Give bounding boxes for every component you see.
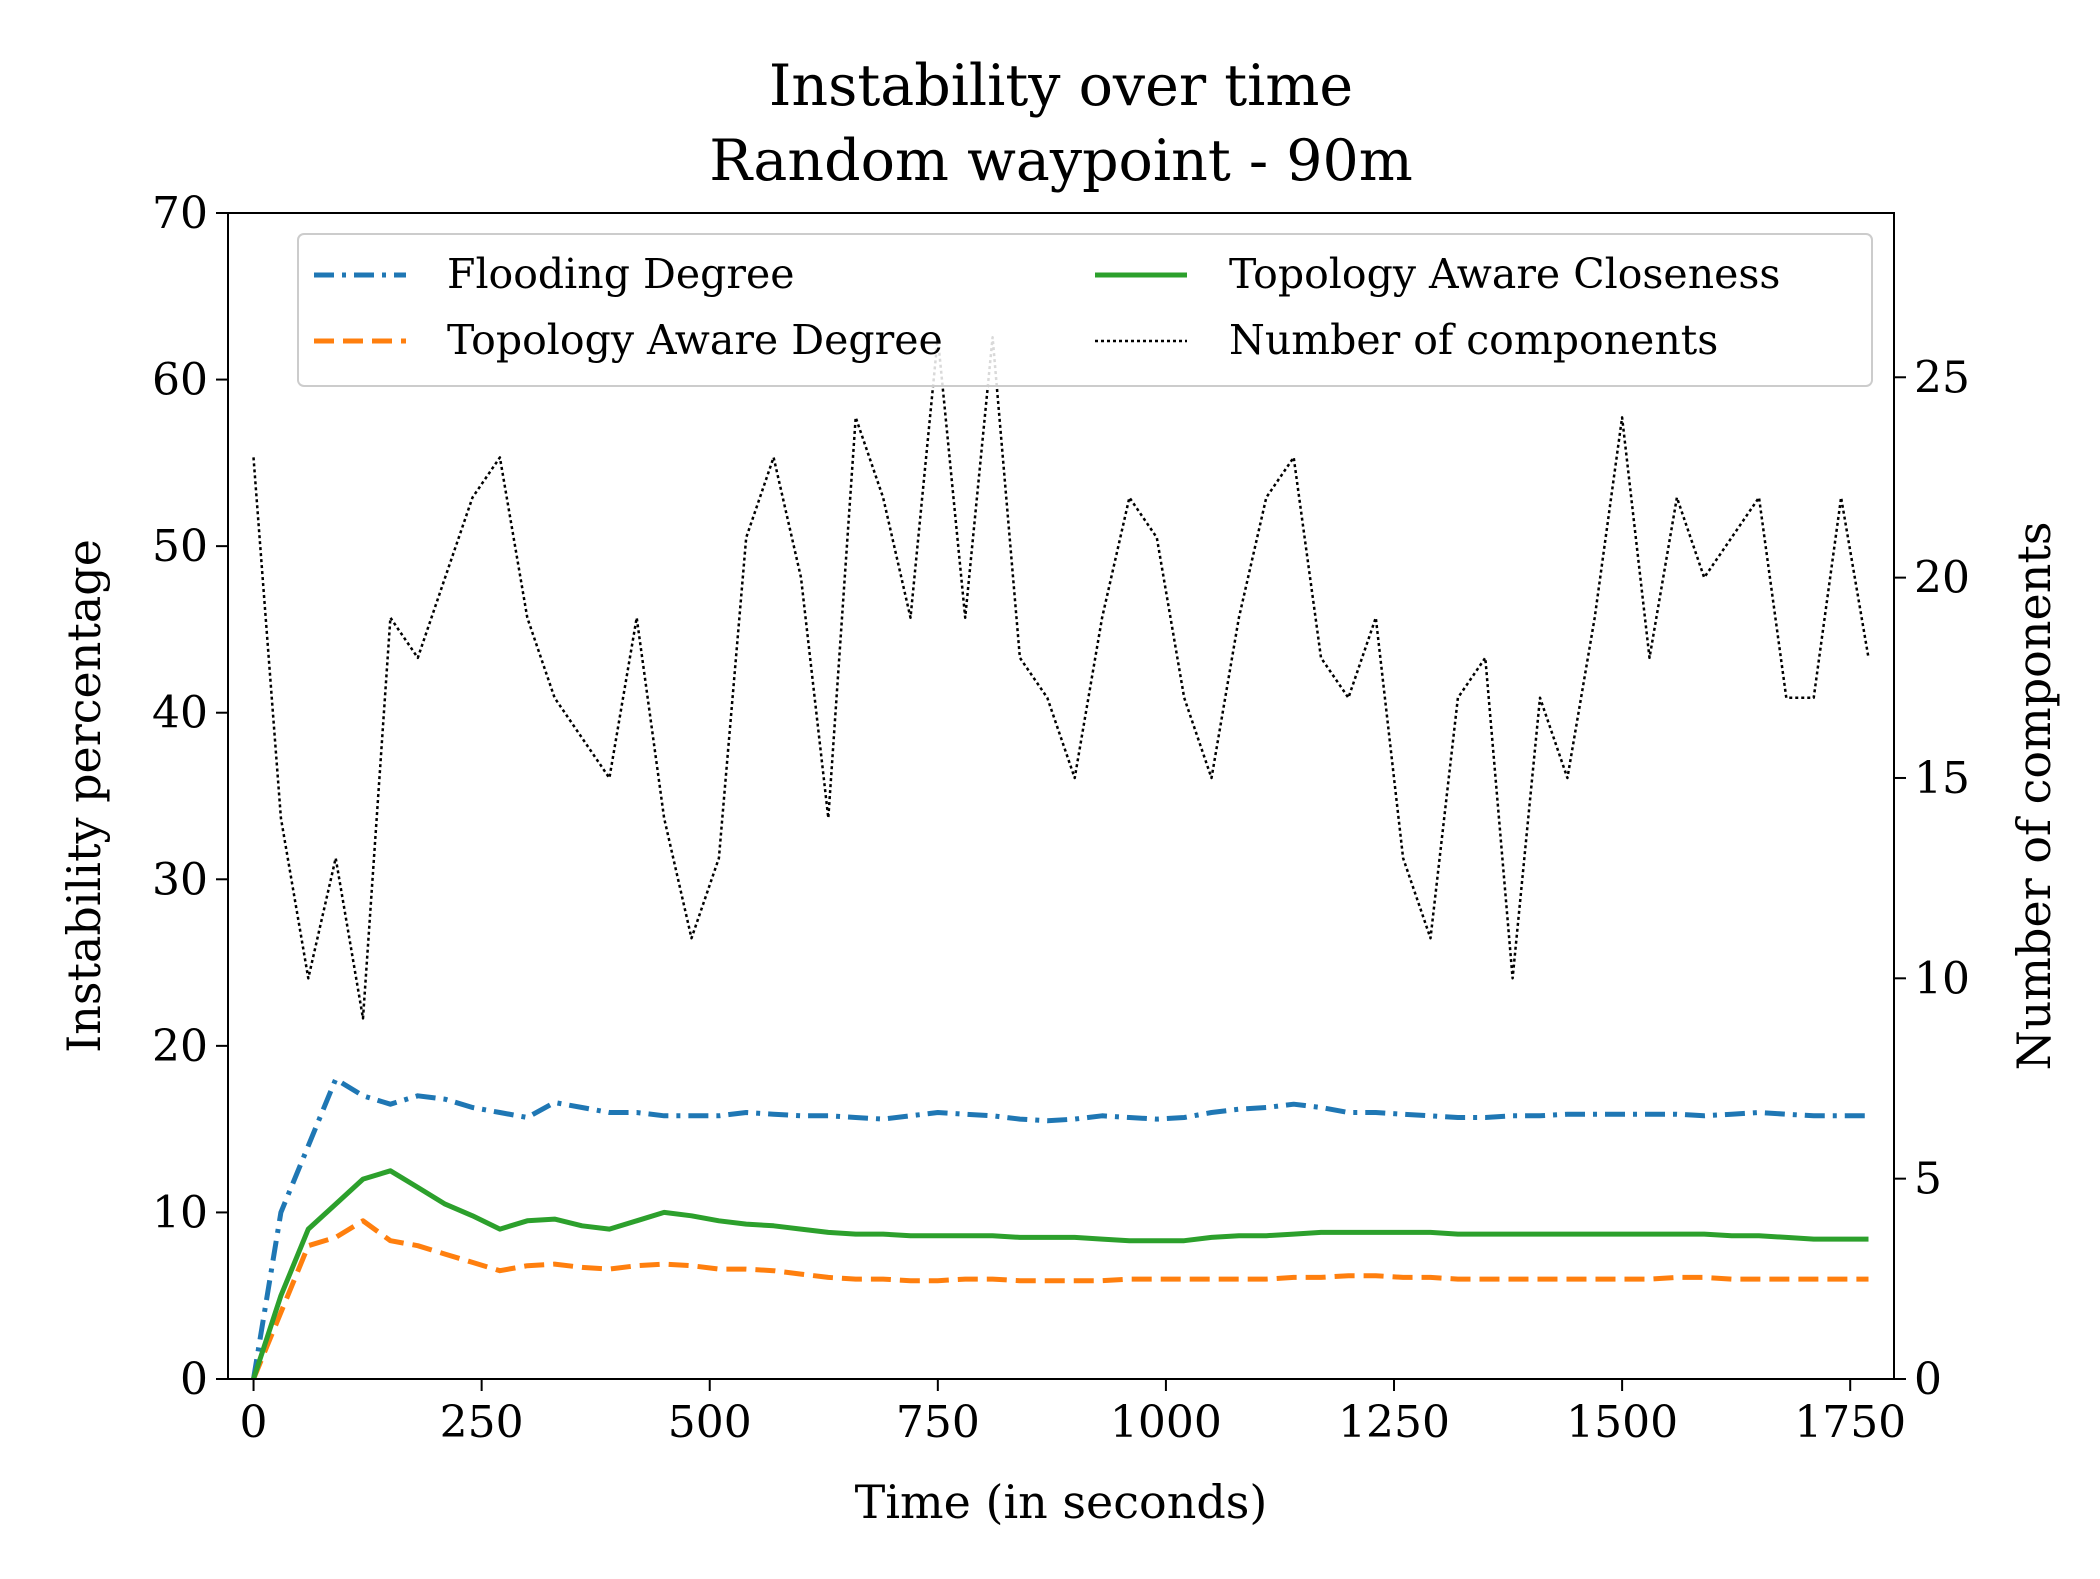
y-tick-label: 10 [152, 1187, 208, 1238]
x-tick-label: 750 [896, 1397, 980, 1448]
y-tick-label: 50 [152, 521, 208, 572]
legend-label: Topology Aware Degree [447, 316, 943, 364]
y2-tick-label: 0 [1914, 1354, 1942, 1405]
legend-label: Number of components [1229, 316, 1718, 364]
y-tick-label: 60 [152, 355, 208, 406]
x-tick-label: 0 [240, 1397, 268, 1448]
y-axis-label: Instability percentage [57, 539, 111, 1053]
series-line [252, 335, 1870, 1020]
series-line [251, 1076, 1869, 1380]
x-tick-label: 1500 [1566, 1397, 1678, 1448]
x-tick-label: 1250 [1338, 1397, 1450, 1448]
series-line [251, 1218, 1869, 1380]
y-tick-label: 20 [152, 1021, 208, 1072]
x-tick-label: 500 [668, 1397, 752, 1448]
y2-tick-label: 5 [1914, 1154, 1942, 1205]
y2-tick-label: 25 [1914, 352, 1970, 403]
y-tick-label: 70 [152, 188, 208, 239]
y2-tick-label: 15 [1914, 753, 1970, 804]
y-tick-label: 0 [180, 1354, 208, 1405]
x-tick-label: 1750 [1794, 1397, 1906, 1448]
series-line [251, 1168, 1869, 1380]
y-tick-label: 30 [152, 854, 208, 905]
chart-title: Instability over time [769, 53, 1353, 119]
y2-tick-label: 20 [1914, 553, 1970, 604]
y-tick-label: 40 [152, 688, 208, 739]
y2-axis-label: Number of components [2007, 522, 2061, 1071]
x-axis-label: Time (in seconds) [855, 1475, 1268, 1529]
legend-label: Topology Aware Closeness [1229, 250, 1780, 298]
legend-box [297, 233, 1873, 387]
plot-frame [227, 212, 1895, 1380]
y2-tick-label: 10 [1914, 953, 1970, 1004]
x-tick-label: 250 [440, 1397, 524, 1448]
x-tick-label: 1000 [1110, 1397, 1222, 1448]
legend-label: Flooding Degree [447, 250, 794, 298]
chart-subtitle: Random waypoint - 90m [709, 128, 1413, 194]
